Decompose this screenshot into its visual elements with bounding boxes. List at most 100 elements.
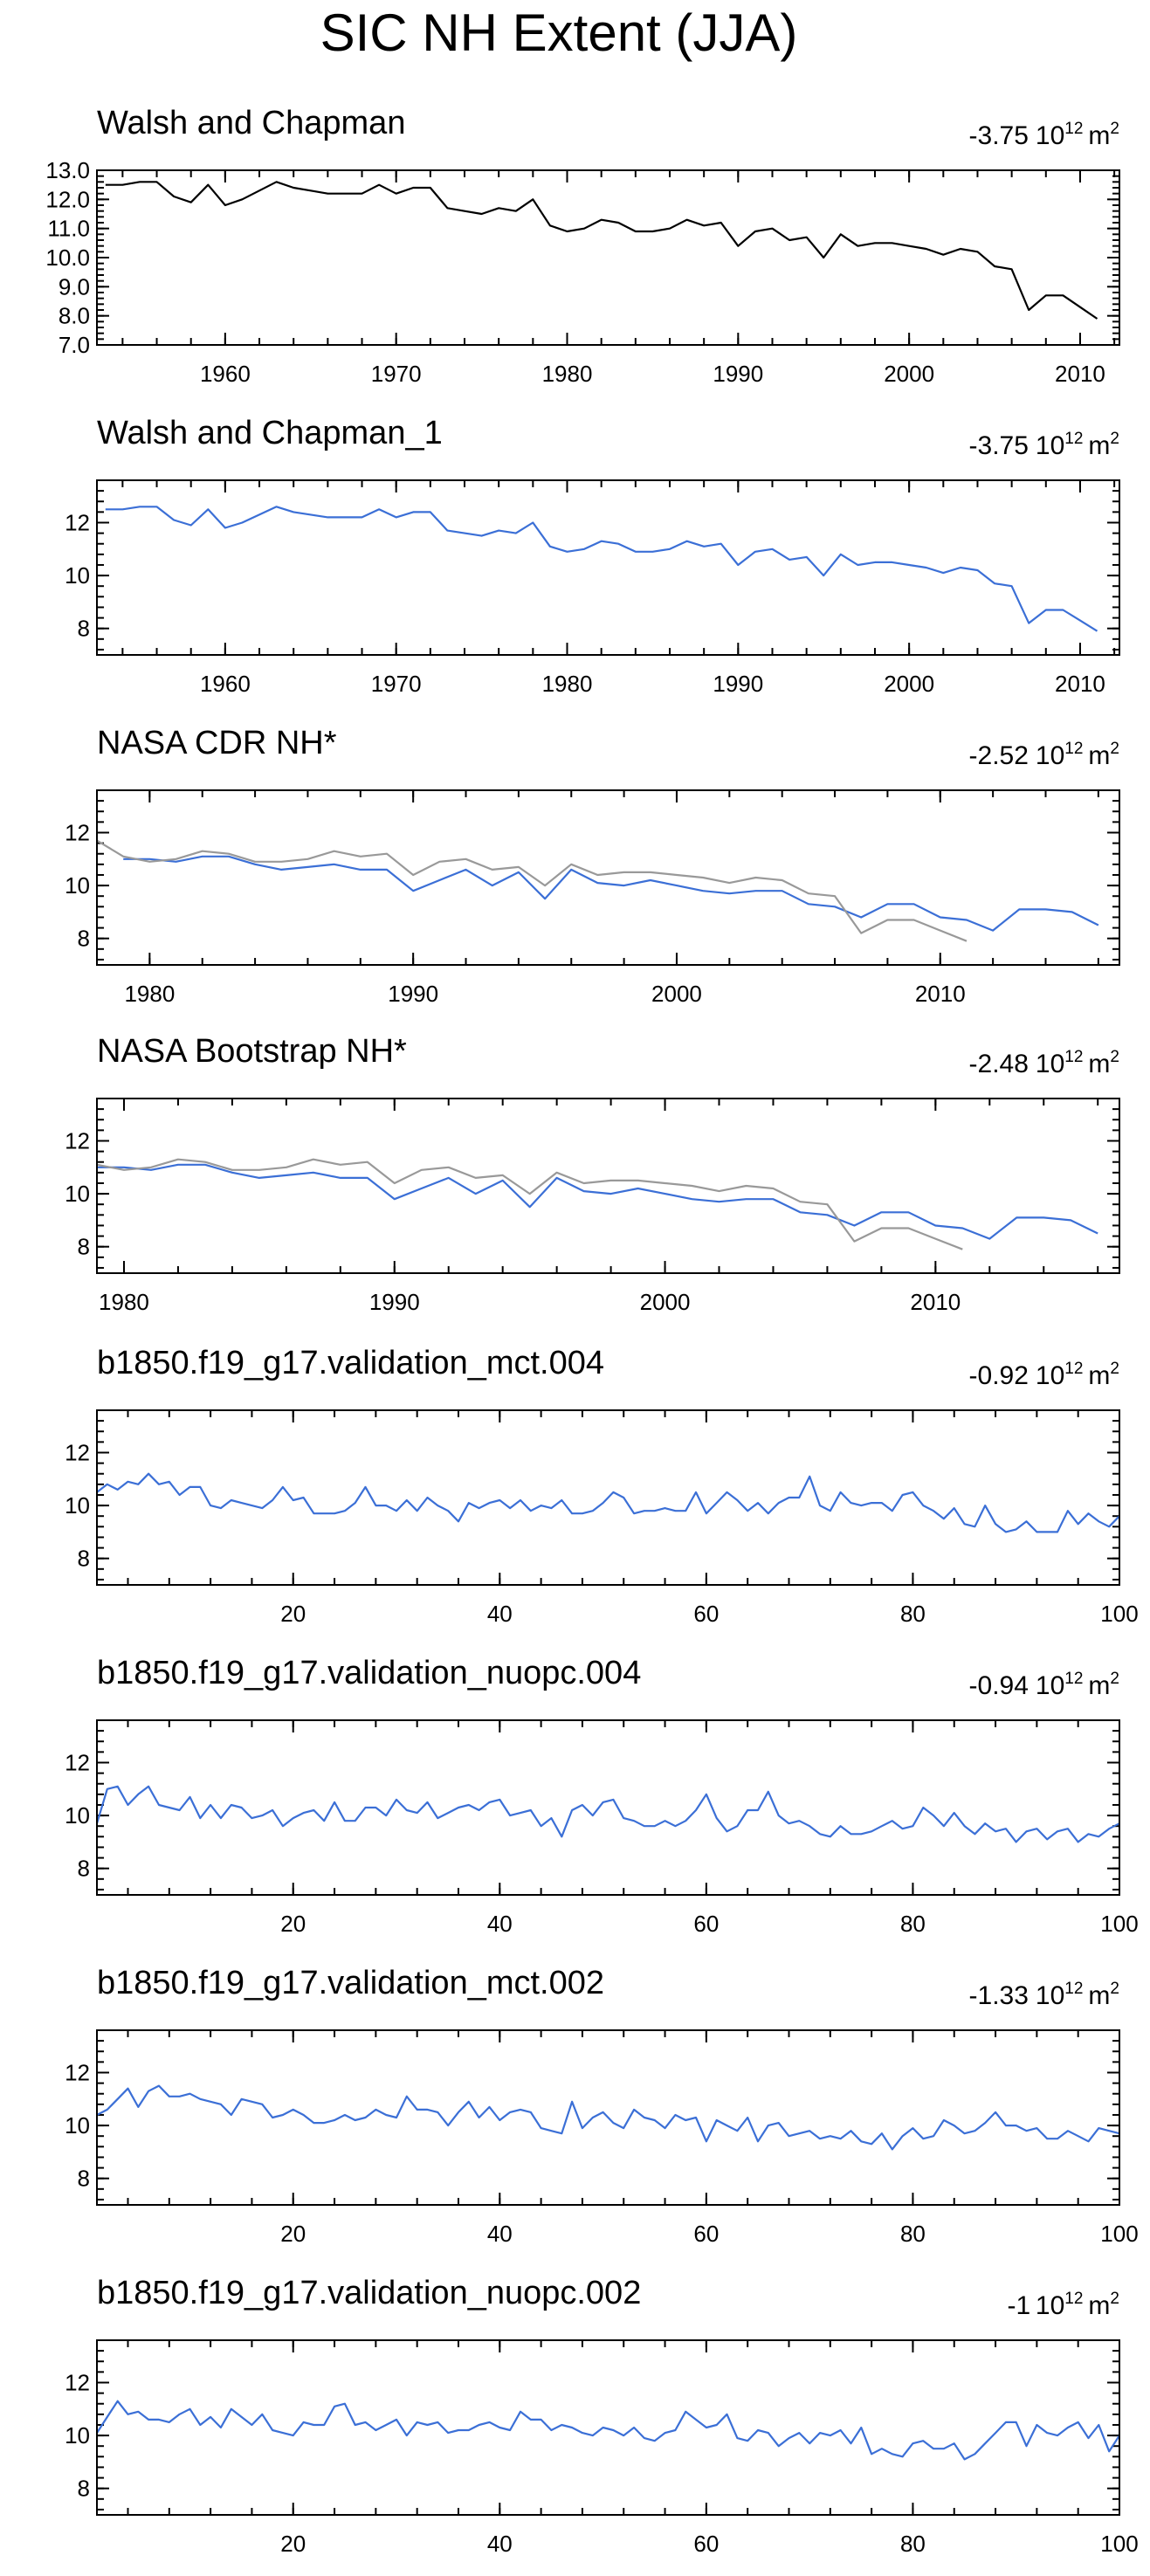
chart-panel: b1850.f19_g17.validation_mct.004 -0.92 101… [65, 1345, 1139, 1627]
x-tick-label: 100 [1100, 2221, 1138, 2247]
series-line [123, 855, 1099, 932]
x-tick-label: 2000 [651, 981, 702, 1007]
y-tick-label: 8 [78, 2476, 90, 2502]
panel-title: b1850.f19_g17.validation_mct.004 [97, 1345, 604, 1381]
trend-value: -0.94 [969, 1671, 1029, 1700]
chart-panel: b1850.f19_g17.validation_nuopc.002 -1 1012… [65, 2275, 1139, 2557]
series-line [105, 181, 1098, 320]
trend-annotation: -0.94 1012 m2 [969, 1670, 1119, 1700]
y-tick-label: 8 [78, 1856, 90, 1882]
y-tick-label: 8.0 [59, 303, 90, 329]
x-tick-label: 60 [693, 1911, 719, 1937]
trend-unit-exponent: 2 [1110, 1360, 1119, 1378]
y-tick-label: 8 [78, 1234, 90, 1260]
x-tick-label: 80 [900, 1601, 926, 1627]
y-tick-label: 13.0 [45, 157, 90, 183]
y-tick-label: 12 [65, 2369, 90, 2395]
y-tick-label: 9.0 [59, 273, 90, 300]
x-tick-label: 1960 [200, 361, 251, 387]
y-tick-label: 12 [65, 1127, 90, 1154]
x-tick-label: 2010 [1055, 361, 1105, 387]
x-tick-label: 2000 [640, 1289, 691, 1315]
plot-frame [96, 1719, 1120, 1896]
x-tick-label: 2010 [910, 1289, 961, 1315]
trend-exponent: 12 [1064, 430, 1083, 448]
trend-unit-m: m [1088, 431, 1110, 460]
x-tick-label: 100 [1100, 1911, 1138, 1937]
trend-exponent: 12 [1064, 120, 1083, 138]
x-tick-label: 40 [487, 1911, 513, 1937]
x-tick-label: 20 [280, 1601, 306, 1627]
x-tick-label: 80 [900, 1911, 926, 1937]
series-line [97, 1163, 1098, 1240]
y-tick-label: 12 [65, 1439, 90, 1465]
x-tick-label: 40 [487, 2221, 513, 2247]
plot-frame [96, 479, 1120, 656]
plot-frame [96, 1409, 1120, 1586]
trend-annotation: -1 1012 m2 [1007, 2290, 1119, 2320]
trend-unit-exponent: 2 [1110, 430, 1119, 448]
trend-value: -1 [1007, 2291, 1029, 2320]
y-tick-label: 8 [78, 1546, 90, 1572]
plot-frame [96, 789, 1120, 966]
trend-value: -2.48 [969, 1050, 1029, 1078]
series-line [105, 506, 1098, 632]
trend-unit: 10 [1036, 1981, 1064, 2010]
trend-annotation: -3.75 1012 m2 [969, 120, 1119, 150]
panel-title: b1850.f19_g17.validation_nuopc.004 [97, 1655, 641, 1691]
x-tick-label: 1980 [124, 981, 175, 1007]
series-line [96, 1472, 1120, 1533]
x-tick-label: 40 [487, 1601, 513, 1627]
series-line [96, 2084, 1120, 2151]
panel-title: b1850.f19_g17.validation_mct.002 [97, 1965, 604, 2001]
trend-value: -3.75 [969, 431, 1029, 460]
trend-exponent: 12 [1064, 1360, 1083, 1378]
trend-unit-exponent: 2 [1110, 740, 1119, 758]
trend-unit-m: m [1088, 1050, 1110, 1078]
panel-title: b1850.f19_g17.validation_nuopc.002 [97, 2275, 641, 2311]
y-tick-label: 10 [65, 2112, 90, 2139]
y-tick-label: 10.0 [45, 245, 90, 271]
y-tick-label: 10 [65, 1181, 90, 1207]
plot-frame [96, 169, 1120, 346]
x-tick-label: 1970 [371, 361, 422, 387]
x-tick-label: 20 [280, 2531, 306, 2557]
trend-exponent: 12 [1064, 2290, 1083, 2308]
trend-annotation: -2.48 1012 m2 [969, 1048, 1119, 1078]
trend-annotation: -2.52 1012 m2 [969, 740, 1119, 770]
panel-title: NASA Bootstrap NH* [97, 1033, 407, 1070]
y-tick-label: 8 [78, 926, 90, 952]
x-tick-label: 100 [1100, 2531, 1138, 2557]
panel-title: Walsh and Chapman [97, 105, 405, 141]
x-tick-label: 1990 [369, 1289, 420, 1315]
trend-unit-m: m [1088, 2291, 1110, 2320]
x-tick-label: 80 [900, 2221, 926, 2247]
y-tick-label: 10 [65, 562, 90, 589]
trend-unit: 10 [1036, 121, 1064, 150]
trend-exponent: 12 [1064, 1048, 1083, 1066]
trend-value: -1.33 [969, 1981, 1029, 2010]
x-tick-label: 1980 [542, 361, 593, 387]
trend-unit-m: m [1088, 741, 1110, 770]
x-tick-label: 2000 [884, 361, 934, 387]
x-tick-label: 1970 [371, 671, 422, 697]
series-line [96, 839, 968, 942]
series-line [96, 1158, 963, 1250]
x-tick-label: 1960 [200, 671, 251, 697]
x-tick-label: 2010 [1055, 671, 1105, 697]
figure-title: SIC NH Extent (JJA) [320, 3, 798, 62]
trend-value: -0.92 [969, 1361, 1029, 1390]
trend-unit-exponent: 2 [1110, 2290, 1119, 2308]
trend-unit: 10 [1036, 1671, 1064, 1700]
y-tick-label: 12 [65, 819, 90, 845]
chart-panel: b1850.f19_g17.validation_nuopc.004 -0.94 1… [65, 1655, 1139, 1937]
y-tick-label: 8 [78, 616, 90, 642]
trend-annotation: -1.33 1012 m2 [969, 1980, 1119, 2010]
trend-unit: 10 [1036, 741, 1064, 770]
trend-unit-m: m [1088, 121, 1110, 150]
trend-unit-m: m [1088, 1671, 1110, 1700]
chart-panel: b1850.f19_g17.validation_mct.002 -1.33 101… [65, 1965, 1139, 2247]
y-tick-label: 12 [65, 1749, 90, 1775]
x-tick-label: 1980 [99, 1289, 149, 1315]
trend-unit-exponent: 2 [1110, 1048, 1119, 1066]
